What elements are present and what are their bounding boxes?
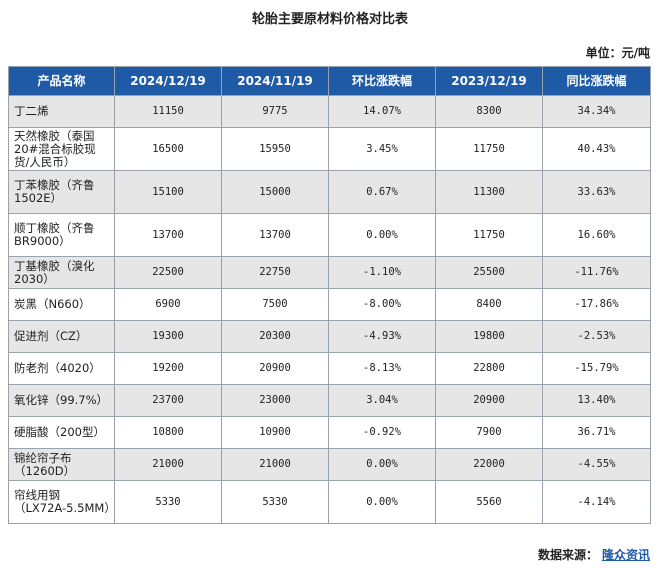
yoy-change: 16.60% [542, 213, 651, 257]
table-row: 丁苯橡胶（齐鲁1502E） 15100 15000 0.67% 11300 33… [8, 170, 651, 214]
price-current: 21000 [114, 448, 222, 481]
price-current: 5330 [114, 480, 222, 524]
table-row: 防老剂（4020） 19200 20900 -8.13% 22800 -15.7… [8, 352, 651, 385]
price-last-month: 21000 [221, 448, 329, 481]
mom-change: -8.00% [328, 288, 436, 321]
price-current: 10800 [114, 416, 222, 449]
mom-change: 0.00% [328, 448, 436, 481]
price-current: 19300 [114, 320, 222, 353]
mom-change: -8.13% [328, 352, 436, 385]
table-row: 顺丁橡胶（齐鲁BR9000） 13700 13700 0.00% 11750 1… [8, 213, 651, 257]
price-current: 13700 [114, 213, 222, 257]
price-last-year: 22000 [435, 448, 543, 481]
product-name: 防老剂（4020） [8, 352, 115, 385]
price-last-year: 19800 [435, 320, 543, 353]
header-date-last-month: 2024/11/19 [221, 66, 329, 96]
price-last-year: 20900 [435, 384, 543, 417]
mom-change: 0.00% [328, 480, 436, 524]
header-yoy-change: 同比涨跌幅 [542, 66, 651, 96]
price-last-month: 20900 [221, 352, 329, 385]
product-name: 帘线用钢（LX72A-5.5MM） [8, 480, 115, 524]
table-row: 天然橡胶（泰国20#混合标胶现货/人民币） 16500 15950 3.45% … [8, 127, 651, 171]
product-name: 锦纶帘子布（1260D） [8, 448, 115, 481]
product-name: 炭黑（N660） [8, 288, 115, 321]
table-row: 丁二烯 11150 9775 14.07% 8300 34.34% [8, 95, 651, 128]
table-row: 丁基橡胶（溴化2030） 22500 22750 -1.10% 25500 -1… [8, 256, 651, 289]
yoy-change: 34.34% [542, 95, 651, 128]
yoy-change: 33.63% [542, 170, 651, 214]
price-last-year: 11750 [435, 213, 543, 257]
price-current: 15100 [114, 170, 222, 214]
product-name: 丁苯橡胶（齐鲁1502E） [8, 170, 115, 214]
price-current: 16500 [114, 127, 222, 171]
unit-label: 单位：元/吨 [585, 46, 650, 60]
table-row: 促进剂（CZ） 19300 20300 -4.93% 19800 -2.53% [8, 320, 651, 353]
header-date-last-year: 2023/12/19 [435, 66, 543, 96]
price-last-year: 25500 [435, 256, 543, 289]
price-current: 23700 [114, 384, 222, 417]
source-label: 数据来源： [537, 548, 598, 562]
table-row: 硬脂酸（200型） 10800 10900 -0.92% 7900 36.71% [8, 416, 651, 449]
mom-change: 14.07% [328, 95, 436, 128]
price-last-year: 22800 [435, 352, 543, 385]
price-last-month: 10900 [221, 416, 329, 449]
price-current: 19200 [114, 352, 222, 385]
price-last-month: 5330 [221, 480, 329, 524]
price-comparison-table: 产品名称 2024/12/19 2024/11/19 环比涨跌幅 2023/12… [8, 66, 651, 524]
price-last-year: 11300 [435, 170, 543, 214]
yoy-change: -4.55% [542, 448, 651, 481]
product-name: 氧化锌（99.7%） [8, 384, 115, 417]
product-name: 丁二烯 [8, 95, 115, 128]
product-name: 丁基橡胶（溴化2030） [8, 256, 115, 289]
price-last-year: 5560 [435, 480, 543, 524]
mom-change: -1.10% [328, 256, 436, 289]
product-name: 天然橡胶（泰国20#混合标胶现货/人民币） [8, 127, 115, 171]
price-last-year: 8300 [435, 95, 543, 128]
price-current: 6900 [114, 288, 222, 321]
header-mom-change: 环比涨跌幅 [328, 66, 436, 96]
header-date-current: 2024/12/19 [114, 66, 222, 96]
price-last-year: 11750 [435, 127, 543, 171]
table-row: 帘线用钢（LX72A-5.5MM） 5330 5330 0.00% 5560 -… [8, 480, 651, 524]
price-last-year: 8400 [435, 288, 543, 321]
yoy-change: -17.86% [542, 288, 651, 321]
table-header-row: 产品名称 2024/12/19 2024/11/19 环比涨跌幅 2023/12… [8, 66, 651, 96]
mom-change: 3.45% [328, 127, 436, 171]
price-last-year: 7900 [435, 416, 543, 449]
price-last-month: 9775 [221, 95, 329, 128]
mom-change: 0.00% [328, 213, 436, 257]
price-last-month: 7500 [221, 288, 329, 321]
yoy-change: 13.40% [542, 384, 651, 417]
price-last-month: 23000 [221, 384, 329, 417]
price-current: 22500 [114, 256, 222, 289]
price-last-month: 15000 [221, 170, 329, 214]
price-last-month: 20300 [221, 320, 329, 353]
yoy-change: 36.71% [542, 416, 651, 449]
mom-change: 3.04% [328, 384, 436, 417]
price-last-month: 15950 [221, 127, 329, 171]
product-name: 硬脂酸（200型） [8, 416, 115, 449]
yoy-change: -15.79% [542, 352, 651, 385]
yoy-change: -11.76% [542, 256, 651, 289]
price-current: 11150 [114, 95, 222, 128]
header-product-name: 产品名称 [8, 66, 115, 96]
source-org-link[interactable]: 隆众资讯 [601, 548, 650, 562]
page-title: 轮胎主要原材料价格对比表 [251, 12, 408, 27]
data-source: 数据来源： 隆众资讯 [538, 546, 650, 563]
product-name: 促进剂（CZ） [8, 320, 115, 353]
product-name: 顺丁橡胶（齐鲁BR9000） [8, 213, 115, 257]
yoy-change: -4.14% [542, 480, 651, 524]
table-row: 炭黑（N660） 6900 7500 -8.00% 8400 -17.86% [8, 288, 651, 321]
table-row: 氧化锌（99.7%） 23700 23000 3.04% 20900 13.40… [8, 384, 651, 417]
price-last-month: 13700 [221, 213, 329, 257]
yoy-change: -2.53% [542, 320, 651, 353]
mom-change: -4.93% [328, 320, 436, 353]
mom-change: -0.92% [328, 416, 436, 449]
yoy-change: 40.43% [542, 127, 651, 171]
table-row: 锦纶帘子布（1260D） 21000 21000 0.00% 22000 -4.… [8, 448, 651, 481]
price-last-month: 22750 [221, 256, 329, 289]
mom-change: 0.67% [328, 170, 436, 214]
